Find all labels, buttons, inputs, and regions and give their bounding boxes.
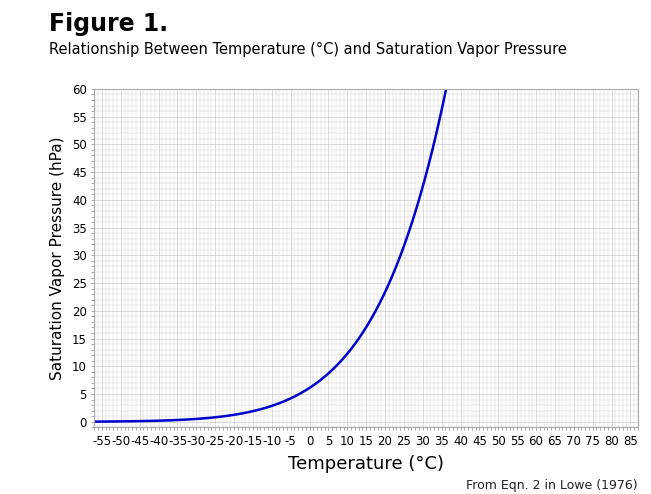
Text: From Eqn. 2 in Lowe (1976): From Eqn. 2 in Lowe (1976) [466,479,638,492]
Text: Relationship Between Temperature (°C) and Saturation Vapor Pressure: Relationship Between Temperature (°C) an… [49,42,567,57]
X-axis label: Temperature (°C): Temperature (°C) [288,455,444,473]
Y-axis label: Saturation Vapor Pressure (hPa): Saturation Vapor Pressure (hPa) [50,136,65,380]
Text: Figure 1.: Figure 1. [49,12,168,37]
